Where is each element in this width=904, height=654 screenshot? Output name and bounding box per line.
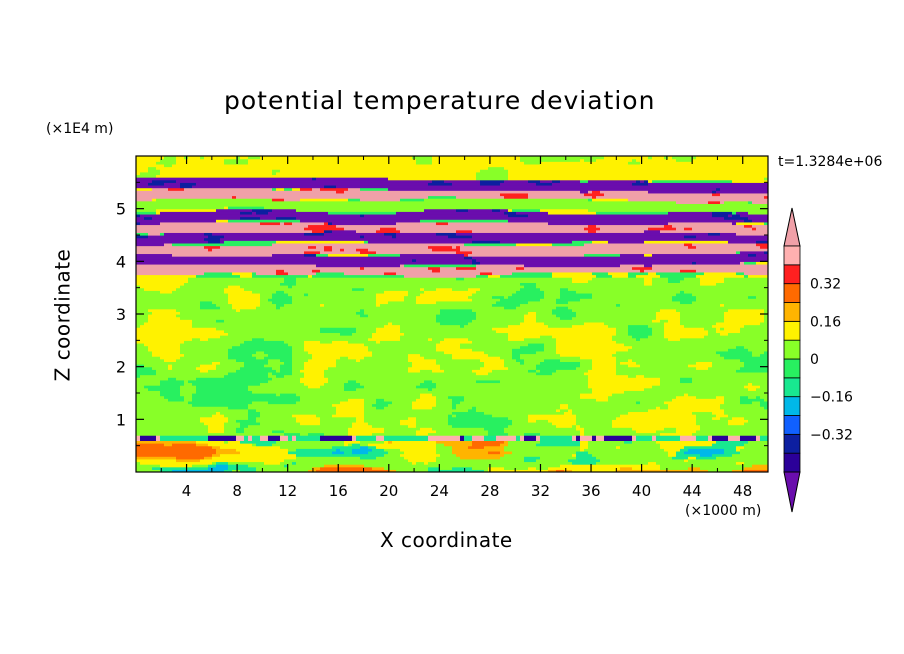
contour-field: [136, 156, 769, 473]
